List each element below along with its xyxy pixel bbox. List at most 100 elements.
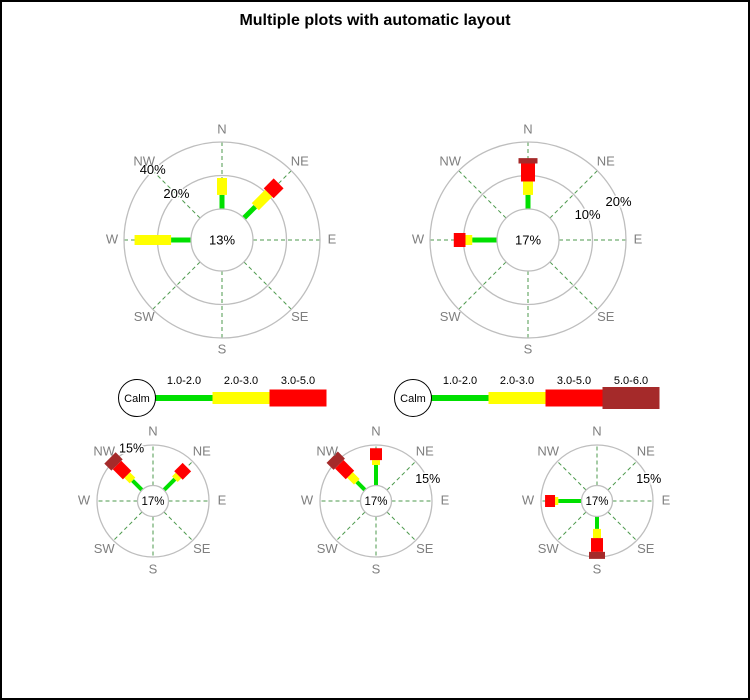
direction-label-W: W — [301, 492, 314, 507]
spoke-NW-bin-1.0-2.0 — [131, 479, 144, 492]
legend-bin-label: 3.0-5.0 — [281, 375, 315, 387]
direction-label-NW: NW — [93, 444, 115, 459]
windrose-top-left: 13% 20% 40% N NE E SE S SW W NW — [106, 121, 337, 356]
direction-label-SE: SE — [291, 309, 309, 324]
direction-label-SE: SE — [597, 309, 615, 324]
ring-percentage-label-15%: 15% — [119, 442, 144, 456]
legend-swatch-2.0-3.0 — [212, 392, 270, 404]
direction-label-SW: SW — [94, 541, 116, 556]
direction-label-NW: NW — [133, 154, 155, 169]
direction-label-SW: SW — [440, 309, 462, 324]
direction-label-S: S — [593, 561, 602, 576]
direction-label-SW: SW — [317, 541, 339, 556]
calm-circle — [496, 208, 560, 272]
direction-label-SW: SW — [134, 309, 156, 324]
spoke-NE-bin-2.0-3.0 — [251, 189, 273, 211]
ring-percentage-label-20%: 20% — [606, 194, 632, 209]
legend-right: 1.0-2.0 2.0-3.0 3.0-5.0 5.0-6.0 Calm — [394, 375, 660, 417]
direction-label-NE: NE — [193, 444, 211, 459]
grid-ring-15% — [319, 444, 433, 558]
spoke-NW-bin-5.0-6.0 — [104, 452, 123, 471]
calm-circle — [136, 484, 170, 518]
radial-guide-SE — [607, 511, 637, 541]
legend-swatch-1.0-2.0 — [431, 395, 489, 401]
legend-swatch-5.0-6.0 — [602, 387, 660, 409]
calm-percentage-label: 17% — [515, 232, 541, 247]
legend-calm-label: Calm — [124, 393, 150, 405]
radial-guide-NE — [386, 461, 416, 491]
spoke-NW-bin-1.0-2.0 — [355, 480, 367, 492]
windrose-bottom-right: 17% 15% N NE E SE S SW W NW — [522, 423, 671, 576]
windrose-top-right: 17% 10% 20% N NE E SE S SW W NW — [412, 121, 643, 356]
direction-label-W: W — [106, 231, 119, 246]
spoke-NE-bin-1.0-2.0 — [162, 477, 177, 492]
spoke-NE-bin-3.0-5.0 — [263, 178, 284, 199]
legend-bin-label: 1.0-2.0 — [443, 375, 477, 387]
direction-label-NE: NE — [291, 154, 309, 169]
ring-percentage-label-40%: 40% — [140, 162, 166, 177]
legend-left: 1.0-2.0 2.0-3.0 3.0-5.0 Calm — [118, 375, 327, 417]
ring-percentage-label-20%: 20% — [163, 186, 189, 201]
radial-guide-SW — [557, 511, 587, 541]
direction-label-E: E — [328, 231, 337, 246]
direction-label-E: E — [662, 492, 671, 507]
direction-label-N: N — [592, 423, 601, 438]
spoke-NW-bin-3.0-5.0 — [335, 460, 355, 480]
direction-label-N: N — [148, 423, 157, 438]
legend-swatch-3.0-5.0 — [545, 389, 603, 407]
grid-ring-15% — [96, 444, 210, 558]
spoke-NW-bin-2.0-3.0 — [347, 472, 360, 485]
radial-guide-NW — [557, 461, 587, 491]
ring-percentage-label-15%: 15% — [415, 472, 440, 486]
radial-guide-SW — [113, 511, 143, 541]
grid-ring-40% — [123, 141, 321, 339]
grid-ring-20% — [429, 141, 627, 339]
direction-label-NW: NW — [439, 154, 461, 169]
calm-percentage-label: 13% — [209, 232, 235, 247]
legend-bin-label: 1.0-2.0 — [167, 375, 201, 387]
radial-guide-NE — [607, 461, 637, 491]
direction-label-N: N — [523, 121, 532, 136]
legend-bin-label: 2.0-3.0 — [500, 375, 534, 387]
direction-label-S: S — [149, 561, 158, 576]
figure-title: Multiple plots with automatic layout — [239, 12, 511, 29]
direction-label-N: N — [371, 423, 380, 438]
direction-label-NE: NE — [637, 444, 655, 459]
direction-label-S: S — [372, 561, 381, 576]
legend-calm-circle — [118, 379, 156, 417]
calm-circle — [580, 484, 614, 518]
spoke-NE-bin-2.0-3.0 — [172, 472, 182, 482]
legend-calm-circle — [394, 379, 432, 417]
legend-bin-label: 5.0-6.0 — [614, 375, 648, 387]
radial-guide-SW — [336, 511, 366, 541]
legend-bin-label: 2.0-3.0 — [224, 375, 258, 387]
calm-circle — [190, 208, 254, 272]
calm-percentage-label: 17% — [585, 496, 608, 508]
direction-label-E: E — [441, 492, 450, 507]
direction-label-S: S — [218, 341, 227, 356]
spoke-NW-bin-2.0-3.0 — [124, 472, 136, 484]
direction-label-NE: NE — [416, 444, 434, 459]
direction-label-S: S — [524, 341, 533, 356]
legend-bin-label: 3.0-5.0 — [557, 375, 591, 387]
direction-label-SE: SE — [193, 541, 211, 556]
spoke-NW-bin-5.0-6.0 — [326, 451, 345, 470]
ring-percentage-label-15%: 15% — [636, 472, 661, 486]
spoke-NW-bin-3.0-5.0 — [112, 460, 132, 480]
direction-label-SE: SE — [637, 541, 655, 556]
direction-label-W: W — [78, 492, 91, 507]
calm-percentage-label: 17% — [364, 496, 387, 508]
ring-percentage-label-10%: 10% — [575, 207, 601, 222]
legend-calm-label: Calm — [400, 393, 426, 405]
radial-guide-SE — [386, 511, 416, 541]
direction-label-NW: NW — [537, 444, 559, 459]
direction-label-SW: SW — [538, 541, 560, 556]
windrose-bottom-left: 17% 15% N NE E SE S SW W NW — [78, 423, 227, 576]
direction-label-NW: NW — [316, 444, 338, 459]
calm-percentage-label: 17% — [141, 496, 164, 508]
direction-label-E: E — [634, 231, 643, 246]
calm-circle — [359, 484, 393, 518]
spoke-NE-bin-3.0-5.0 — [174, 462, 192, 480]
